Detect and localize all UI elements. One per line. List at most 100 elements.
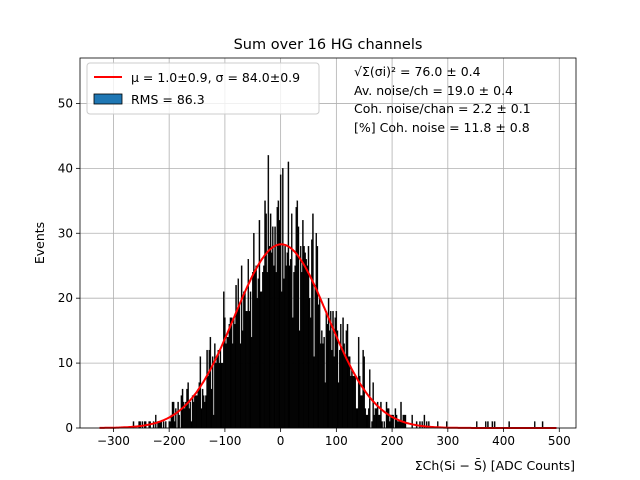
histogram-bar (275, 272, 277, 429)
legend-fit-label: μ = 1.0±0.9, σ = 84.0±0.9 (131, 70, 300, 85)
histogram-bar (190, 421, 193, 429)
histogram-bar (213, 414, 215, 429)
x-tick-label: 500 (548, 434, 571, 448)
histogram-bar (328, 330, 331, 429)
histogram-bar (330, 311, 332, 429)
histogram-bar (303, 246, 305, 429)
histogram-bar (315, 233, 318, 429)
histogram-bar (278, 220, 281, 429)
y-tick-label: 30 (58, 226, 73, 240)
histogram-bar (196, 395, 198, 429)
histogram-bar (273, 265, 275, 429)
histogram-bar (316, 246, 319, 429)
histogram-bar (195, 395, 197, 429)
histogram-bar (256, 298, 258, 429)
histogram-bar (324, 382, 326, 429)
y-tick-label: 40 (58, 161, 73, 175)
histogram-bar (265, 213, 267, 429)
legend-rms-swatch (93, 93, 123, 105)
histogram-bar (294, 265, 296, 429)
histogram-bar (194, 395, 196, 429)
histogram-bar (250, 336, 253, 429)
annotation-sum-sigma: √Σ(σi)² = 76.0 ± 0.4 (354, 64, 481, 79)
histogram-bar (312, 213, 314, 429)
histogram-bar (380, 401, 382, 429)
histogram-bar (310, 317, 312, 429)
histogram-bar (305, 259, 307, 429)
histogram-bar (240, 265, 243, 429)
histogram-bar (177, 401, 179, 429)
histogram-bar (322, 343, 324, 429)
histogram-bar (381, 421, 383, 429)
x-tick-label: −300 (97, 434, 130, 448)
histogram-bar (231, 343, 234, 429)
histogram-bar (186, 388, 188, 429)
histogram-bar (223, 291, 225, 429)
histogram-bar (225, 343, 227, 429)
histogram-bar (220, 362, 223, 429)
histogram-bar (188, 408, 190, 429)
histogram-bar (354, 375, 357, 429)
histogram-bar (238, 304, 241, 429)
histogram-bar (399, 421, 401, 429)
legend-frame (86, 62, 320, 115)
histogram-bar (379, 414, 381, 429)
histogram-bar (386, 408, 389, 429)
histogram-bar (374, 408, 377, 429)
histogram-bar (317, 304, 320, 429)
histogram-bar (155, 414, 157, 429)
histogram-bar (253, 233, 255, 429)
annotation-avg-noise: Av. noise/ch = 19.0 ± 0.4 (354, 83, 513, 98)
histogram-bar (400, 401, 402, 429)
histogram-bar (323, 336, 325, 429)
histogram-bar (411, 414, 413, 429)
histogram-bar (205, 395, 207, 429)
histogram-bar (306, 265, 309, 429)
histogram-bar (350, 375, 352, 429)
histogram-bar (162, 421, 165, 429)
histogram-bar (258, 220, 261, 429)
histogram-bar (249, 291, 252, 429)
histogram-bar (367, 408, 370, 429)
histogram-bar (365, 414, 368, 429)
histogram-bar (208, 349, 211, 429)
histogram-bar (199, 356, 202, 429)
x-tick-label: −100 (208, 434, 241, 448)
histogram-bar (203, 395, 205, 429)
histogram-bar (175, 408, 177, 429)
histogram-bar (318, 298, 321, 429)
histogram-bar (227, 336, 229, 429)
histogram-bar (366, 414, 369, 429)
x-tick-label: 0 (277, 434, 285, 448)
histogram-bar (274, 226, 276, 429)
histogram-bar (281, 291, 283, 429)
histogram-bar (200, 408, 203, 429)
histogram-bar (299, 246, 302, 429)
histogram-bar (245, 311, 247, 429)
plot-frame (79, 57, 577, 429)
histogram-bar (197, 388, 199, 429)
histogram-bar (189, 401, 192, 429)
histogram-bar (255, 265, 257, 429)
histogram-bar (262, 272, 264, 429)
histogram-bar (385, 401, 388, 429)
annotation-coh-noise-pct: [%] Coh. noise = 11.8 ± 0.8 (354, 120, 530, 135)
histogram-bar (271, 252, 273, 429)
histogram-bar (287, 161, 290, 429)
histogram-bar (184, 408, 186, 429)
histogram-bar (356, 408, 359, 429)
histogram-bar (321, 330, 323, 429)
histogram-bar (291, 213, 293, 429)
histogram-bar (165, 421, 167, 429)
histogram-bar (347, 356, 350, 429)
histogram-bar (395, 414, 398, 429)
histogram-bar (252, 272, 254, 429)
x-axis-label: ΣCh(Si − S̄) [ADC Counts] (415, 458, 575, 473)
histogram-bar (204, 401, 206, 429)
histogram-bar (286, 252, 289, 429)
histogram-bar (353, 375, 355, 429)
histogram-bar (268, 246, 271, 429)
histogram-bar (344, 356, 346, 429)
histogram-bar (298, 330, 301, 429)
histogram-bar (233, 317, 235, 429)
